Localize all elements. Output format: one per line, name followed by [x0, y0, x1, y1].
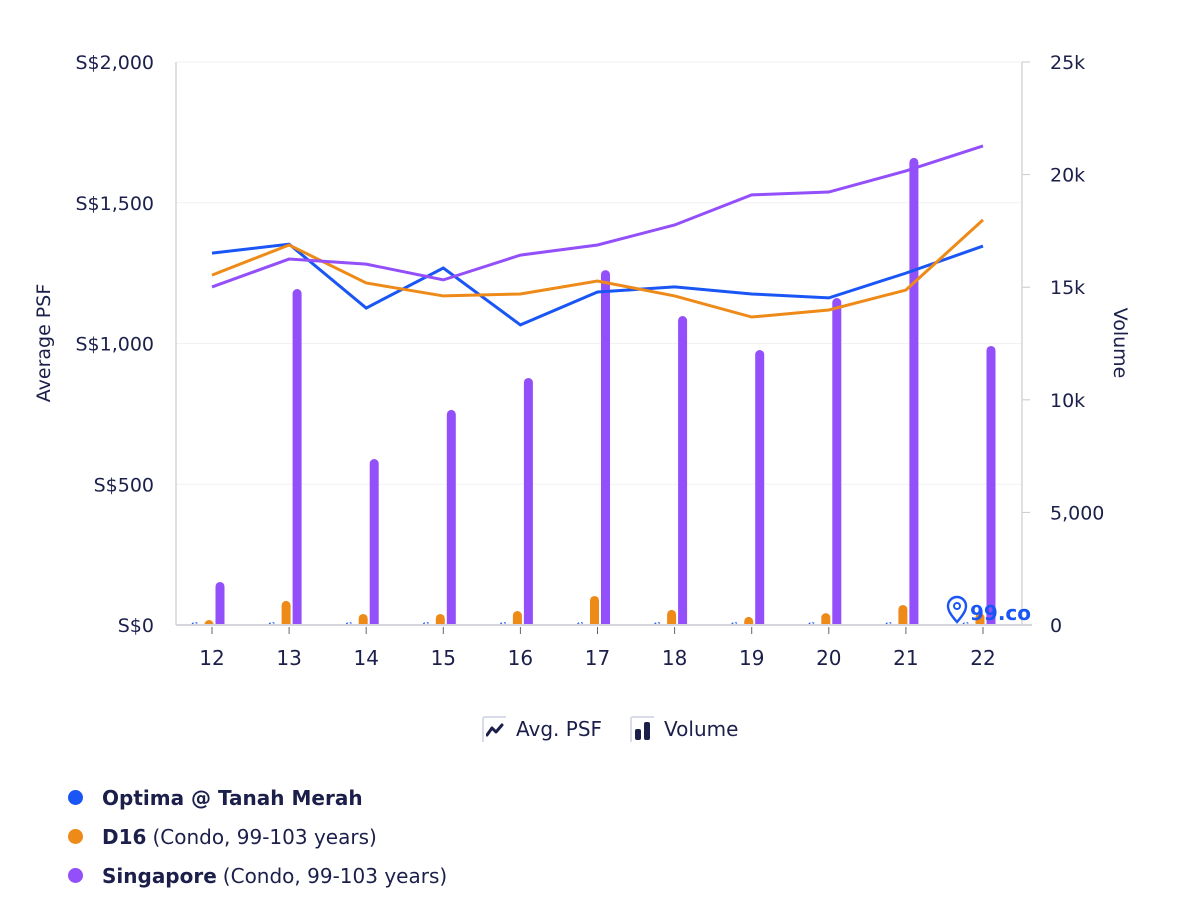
- series-line: [211, 242, 984, 327]
- x-tick-label: 21: [893, 646, 918, 670]
- y-tick-label: S$500: [94, 474, 154, 496]
- legend-dot-icon: [68, 790, 83, 805]
- bar-empty-mark: [191, 621, 199, 625]
- location-pin-icon: [946, 595, 968, 624]
- volume-bar: [204, 620, 214, 625]
- legend-item-optima[interactable]: Optima @ Tanah Merah: [68, 778, 447, 817]
- price-volume-chart: S$0 S$500 S$1,000 S$1,500 S$2,000 0 5,000 10k 15…: [33, 52, 1131, 670]
- bar-empty-mark: [731, 621, 739, 625]
- toggle-avg-psf-label: Avg. PSF: [516, 717, 603, 741]
- bar-empty-mark: [345, 621, 353, 625]
- volume-bar: [446, 409, 456, 625]
- bar-empty-mark: [577, 621, 584, 625]
- watermark-text: 99.co: [970, 601, 1031, 625]
- volume-bar: [744, 616, 754, 625]
- bar-empty-mark: [962, 621, 970, 625]
- y2-tick-label: 25k: [1050, 52, 1085, 74]
- legend-dot-icon: [68, 829, 83, 844]
- bar-empty-mark: [499, 621, 507, 625]
- bar-empty-mark: [422, 621, 430, 625]
- y2-tick-label: 5,000: [1050, 502, 1104, 524]
- x-tick-label: 19: [739, 646, 764, 670]
- volume-bar: [523, 377, 533, 625]
- x-tick-label: 13: [276, 646, 301, 670]
- series-line: [211, 218, 985, 319]
- y-axis-title: Average PSF: [33, 284, 55, 403]
- bar-empty-mark: [654, 621, 662, 625]
- y2-tick-label: 15k: [1050, 277, 1085, 299]
- y2-axis-title: Volume: [1109, 308, 1131, 379]
- volume-bar: [678, 316, 688, 625]
- y-tick-label: S$1,000: [75, 334, 154, 356]
- bar-empty-mark: [808, 621, 816, 625]
- volume-bar: [755, 350, 765, 625]
- volume-bar: [512, 611, 522, 625]
- volume-bar: [358, 613, 368, 625]
- volume-bar: [281, 600, 291, 625]
- toggle-avg-psf[interactable]: Avg. PSF: [482, 716, 602, 742]
- volume-bar: [986, 345, 996, 625]
- volume-bar: [898, 604, 908, 625]
- series-legend: Optima @ Tanah Merah D16 (Condo, 99-103 …: [68, 778, 447, 895]
- bar-empty-mark: [885, 621, 893, 625]
- bar-empty-mark: [268, 621, 276, 625]
- legend-name: Singapore: [102, 863, 217, 888]
- y-tick-label: S$2,000: [75, 52, 154, 74]
- y2-tick-label: 10k: [1050, 390, 1085, 412]
- legend-dot-icon: [68, 868, 83, 883]
- legend-detail: (Condo, 99-103 years): [152, 824, 377, 849]
- volume-bar: [975, 613, 985, 625]
- y-tick-label: S$1,500: [75, 193, 154, 215]
- x-tick-label: 22: [970, 646, 995, 670]
- chart-toggle-legend: Avg. PSF Volume: [482, 716, 738, 742]
- line-chart-icon: [482, 716, 506, 742]
- x-tick-label: 20: [816, 646, 841, 670]
- x-tick-label: 17: [585, 646, 610, 670]
- x-tick-label: 18: [662, 646, 687, 670]
- watermark-logo: 99.co: [946, 595, 1031, 625]
- series-line: [211, 144, 984, 289]
- y2-tick-label: 20k: [1050, 165, 1085, 187]
- volume-bar: [590, 595, 599, 625]
- volume-bar: [215, 581, 225, 625]
- volume-bar: [369, 459, 379, 625]
- volume-bar: [435, 613, 445, 625]
- legend-item-d16[interactable]: D16 (Condo, 99-103 years): [68, 817, 447, 856]
- legend-detail: (Condo, 99-103 years): [222, 863, 448, 888]
- toggle-volume-label: Volume: [664, 717, 739, 741]
- x-tick-label: 14: [353, 646, 378, 670]
- bar-chart-icon: [630, 716, 655, 742]
- x-tick-label: 15: [431, 646, 456, 670]
- x-tick-label: 12: [199, 646, 224, 670]
- volume-bar: [601, 270, 610, 625]
- legend-item-singapore[interactable]: Singapore (Condo, 99-103 years): [68, 856, 447, 895]
- volume-bar: [909, 157, 919, 626]
- legend-name: Optima @ Tanah Merah: [102, 785, 363, 810]
- x-tick-label: 16: [508, 646, 533, 670]
- volume-bar: [821, 613, 831, 625]
- toggle-volume[interactable]: Volume: [630, 716, 738, 742]
- volume-bar: [667, 609, 677, 625]
- volume-bar: [292, 289, 302, 625]
- y-tick-label: S$0: [118, 615, 154, 637]
- y2-tick-label: 0: [1050, 615, 1062, 637]
- legend-name: D16: [102, 824, 147, 849]
- volume-bar: [832, 298, 842, 625]
